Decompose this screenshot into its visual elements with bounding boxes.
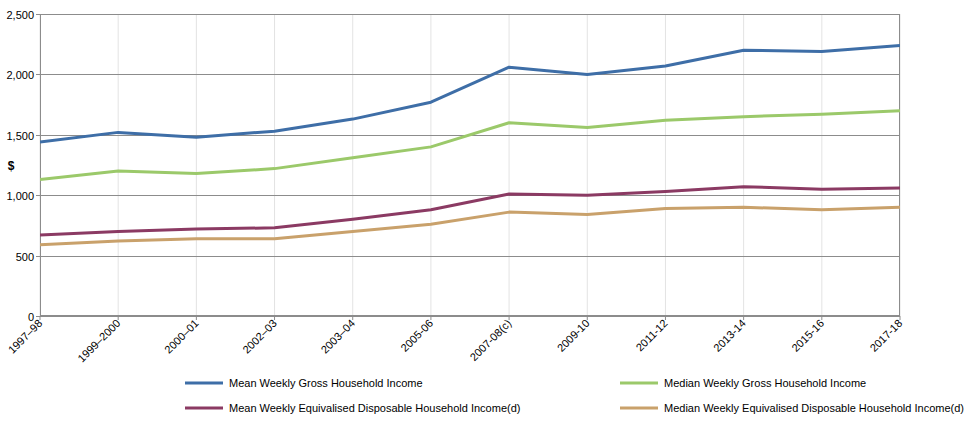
legend-swatch bbox=[185, 407, 223, 410]
legend-label: Median Weekly Gross Household Income bbox=[664, 377, 866, 389]
x-grid-line bbox=[821, 14, 822, 316]
x-grid-line bbox=[352, 14, 353, 316]
x-grid-line bbox=[587, 14, 588, 316]
x-tick bbox=[430, 316, 431, 320]
x-tick bbox=[665, 316, 666, 320]
x-tick bbox=[587, 316, 588, 320]
legend-label: Median Weekly Equivalised Disposable Hou… bbox=[664, 402, 964, 414]
x-grid-line bbox=[118, 14, 119, 316]
chart: 05001,0001,5002,0002,500$1997–981999–200… bbox=[0, 0, 965, 428]
x-tick bbox=[509, 316, 510, 320]
x-tick bbox=[352, 316, 353, 320]
x-tick-label: 2002–03 bbox=[240, 317, 279, 356]
y-grid-line bbox=[40, 256, 900, 257]
x-tick bbox=[196, 316, 197, 320]
y-tick-label: 1,000 bbox=[6, 190, 34, 202]
legend-swatch bbox=[185, 382, 223, 385]
x-tick-label: 2003–04 bbox=[318, 317, 357, 356]
y-tick bbox=[36, 74, 40, 75]
x-grid-line bbox=[509, 14, 510, 316]
legend-label: Mean Weekly Gross Household Income bbox=[229, 377, 423, 389]
x-tick-label: 2007-08(c) bbox=[467, 317, 513, 363]
x-tick bbox=[118, 316, 119, 320]
y-tick-label: 1,500 bbox=[6, 130, 34, 142]
y-tick bbox=[36, 14, 40, 15]
y-grid-line bbox=[40, 74, 900, 75]
y-tick bbox=[36, 316, 40, 317]
series-group bbox=[40, 45, 900, 244]
x-tick bbox=[900, 316, 901, 320]
x-tick-label: 2017-18 bbox=[867, 317, 904, 354]
x-tick bbox=[821, 316, 822, 320]
x-grid-line bbox=[196, 14, 197, 316]
y-grid-line bbox=[40, 316, 900, 317]
series-line bbox=[40, 45, 900, 142]
x-grid-line bbox=[743, 14, 744, 316]
legend-swatch bbox=[620, 382, 658, 385]
y-tick bbox=[36, 195, 40, 196]
series-line bbox=[40, 111, 900, 180]
series-line bbox=[40, 207, 900, 244]
x-grid-line bbox=[430, 14, 431, 316]
x-grid-line bbox=[274, 14, 275, 316]
y-tick-label: 2,000 bbox=[6, 69, 34, 81]
x-tick-label: 1997–98 bbox=[6, 317, 45, 356]
x-grid-line bbox=[665, 14, 666, 316]
x-tick-label: 1999–2000 bbox=[75, 317, 122, 364]
series-line bbox=[40, 187, 900, 235]
legend-label: Mean Weekly Equivalised Disposable House… bbox=[229, 402, 520, 414]
y-tick-label: 2,500 bbox=[6, 9, 34, 21]
y-tick bbox=[36, 256, 40, 257]
x-tick-label: 2005-06 bbox=[398, 317, 435, 354]
plot-frame bbox=[41, 15, 900, 316]
x-tick-label: 2013-14 bbox=[711, 317, 748, 354]
x-tick bbox=[743, 316, 744, 320]
y-grid-line bbox=[40, 195, 900, 196]
x-tick-label: 2011-12 bbox=[633, 317, 669, 353]
x-tick-label: 2009-10 bbox=[555, 317, 592, 354]
x-tick-label: 2015-16 bbox=[789, 317, 826, 354]
legend-swatch bbox=[620, 407, 658, 410]
x-tick bbox=[274, 316, 275, 320]
y-tick-label: 500 bbox=[16, 251, 34, 263]
y-tick bbox=[36, 135, 40, 136]
x-tick-label: 2000–01 bbox=[162, 317, 201, 356]
x-tick bbox=[40, 316, 41, 320]
y-axis-label: $ bbox=[8, 159, 15, 173]
